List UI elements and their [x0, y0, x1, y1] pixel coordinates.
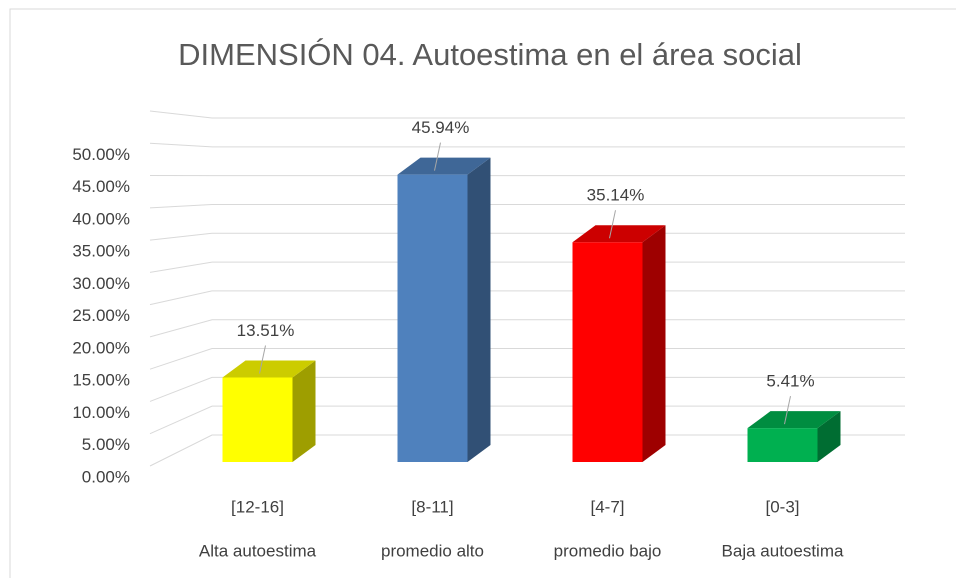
- y-tick-label: 50.00%: [72, 145, 130, 164]
- data-label: 5.41%: [766, 372, 814, 391]
- y-tick-label: 20.00%: [72, 338, 130, 357]
- x-tick-label: [8-11]: [411, 497, 453, 516]
- y-tick-label: 10.00%: [72, 403, 130, 422]
- wall-top: [149, 110, 905, 119]
- grid-line: [149, 203, 905, 209]
- category-description: Alta autoestima: [199, 541, 317, 560]
- grid-line: [149, 376, 905, 402]
- grid-line: [149, 261, 905, 273]
- bar-side: [817, 411, 841, 462]
- bar: [747, 411, 841, 462]
- leader-line: [259, 345, 266, 374]
- y-tick-label: 45.00%: [72, 177, 130, 196]
- y-tick-label: 0.00%: [82, 467, 130, 486]
- leader-line: [434, 142, 441, 171]
- grid-line: [149, 405, 905, 435]
- y-tick-label: 5.00%: [82, 435, 130, 454]
- bar-front: [572, 242, 643, 462]
- bar: [222, 360, 316, 462]
- leader-line: [784, 396, 791, 425]
- bar-side: [642, 225, 666, 462]
- bar-front: [747, 428, 818, 462]
- data-label: 35.14%: [587, 186, 645, 205]
- bar-top: [747, 411, 841, 429]
- bar-top: [397, 157, 491, 175]
- data-label: 13.51%: [237, 321, 295, 340]
- y-tick-label: 15.00%: [72, 371, 130, 390]
- grid-line: [149, 319, 905, 338]
- grid-line: [149, 232, 905, 241]
- data-label: 45.94%: [412, 118, 470, 137]
- grid-line: [149, 142, 905, 148]
- x-tick-label: [4-7]: [590, 497, 624, 516]
- bar-side: [467, 157, 491, 462]
- bar-front: [397, 174, 468, 462]
- y-tick-label: 40.00%: [72, 209, 130, 228]
- y-tick-label: 30.00%: [72, 274, 130, 293]
- y-tick-label: 35.00%: [72, 242, 130, 261]
- bar: [572, 225, 666, 462]
- bar-side: [292, 360, 316, 462]
- grid-line: [149, 290, 905, 306]
- category-description: promedio bajo: [554, 541, 662, 560]
- bar-top: [222, 360, 316, 378]
- x-tick-label: [0-3]: [765, 497, 799, 516]
- y-tick-label: 25.00%: [72, 306, 130, 325]
- x-tick-label: [12-16]: [231, 497, 284, 516]
- bar-front: [222, 377, 293, 462]
- chart-border: [9, 8, 956, 578]
- category-description: Baja autoestima: [722, 541, 844, 560]
- grid-line: [149, 434, 905, 467]
- chart-title: DIMENSIÓN 04. Autoestima en el área soci…: [178, 37, 802, 72]
- leader-line: [609, 210, 616, 239]
- bar: [397, 157, 491, 462]
- bar-top: [572, 225, 666, 243]
- grid-line: [149, 348, 905, 370]
- category-description: promedio alto: [381, 541, 484, 560]
